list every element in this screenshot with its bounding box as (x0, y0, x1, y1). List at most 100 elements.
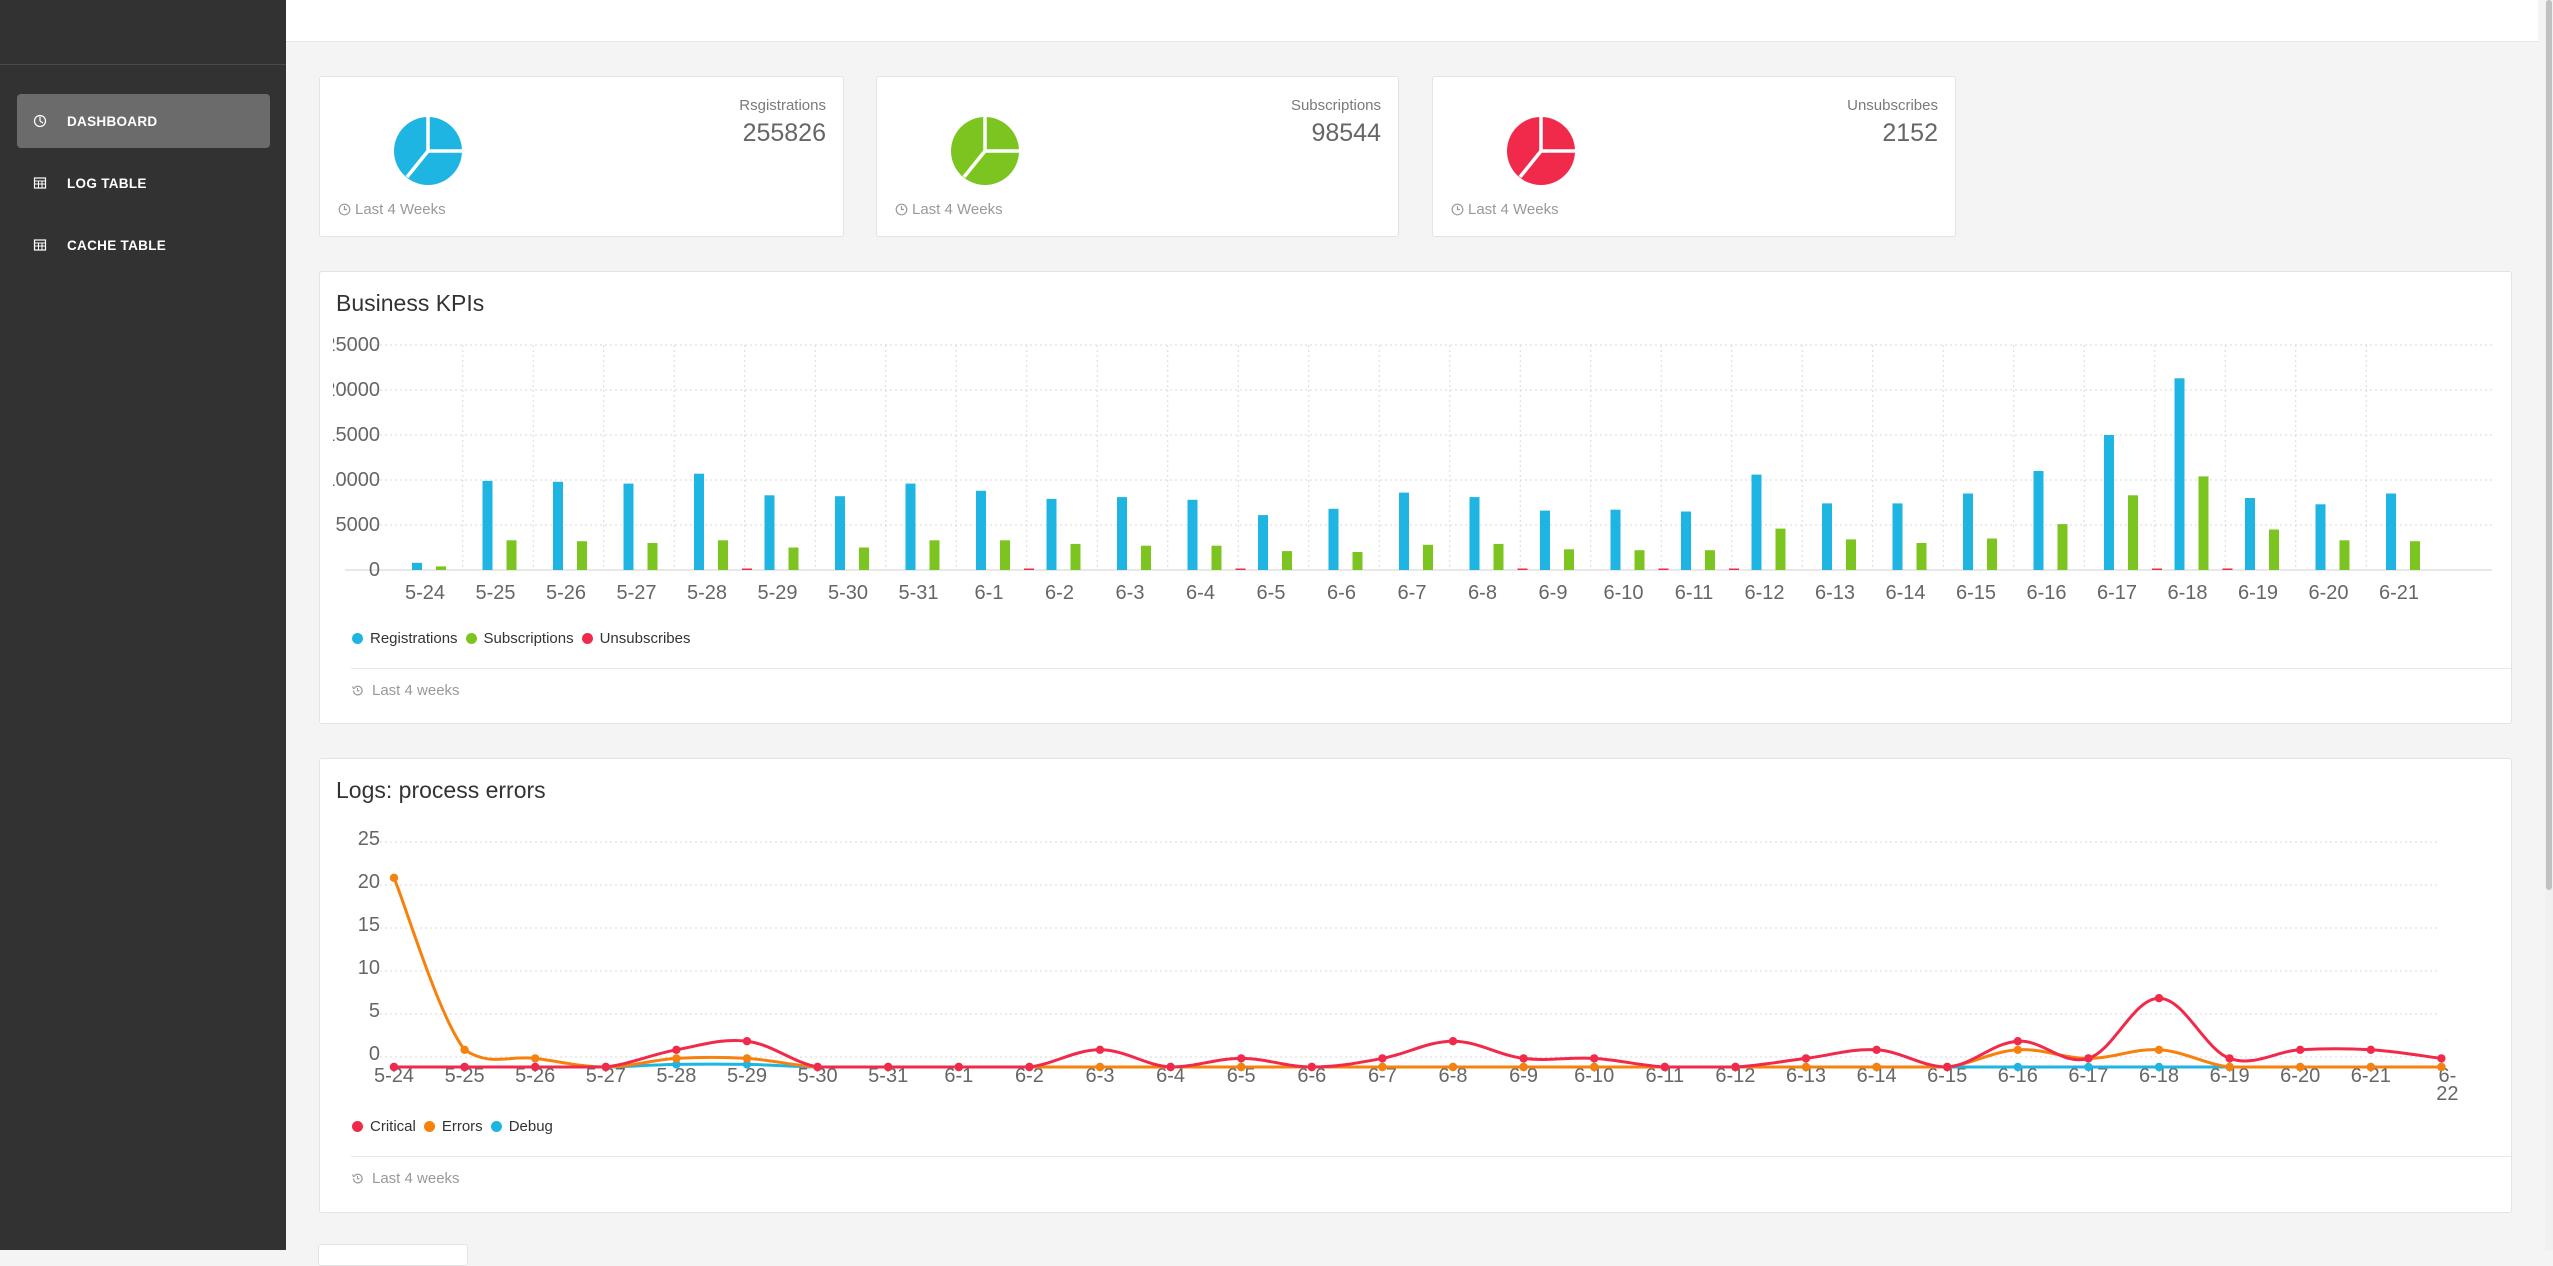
bar (2057, 524, 2068, 570)
x-tick-label: 6-20 (2280, 1065, 2320, 1087)
legend-label: Critical (370, 1118, 416, 1135)
bar (647, 543, 658, 570)
card-footer: Last 4 weeks (351, 1170, 460, 1187)
x-tick-label: 6-6 (1297, 1065, 1326, 1087)
data-point (1519, 1062, 1528, 1072)
x-tick-label: 5-25 (475, 582, 515, 604)
x-tick-label: 6-8 (1468, 582, 1497, 604)
card-divider (351, 668, 2511, 669)
x-tick-label: 5-28 (656, 1065, 696, 1087)
data-point (1801, 1062, 1811, 1072)
legend-item-unsubscribes[interactable]: Unsubscribes (581, 630, 690, 647)
data-point (2013, 1062, 2023, 1072)
data-point (2154, 1062, 2164, 1072)
y-tick-label: 25000 (324, 334, 380, 356)
scrollbar-thumb[interactable] (2546, 0, 2552, 890)
legend-label: Errors (441, 1118, 483, 1135)
x-tick-label: 6-14 (1857, 1065, 1897, 1087)
bar (412, 562, 422, 570)
bar (2222, 568, 2233, 570)
y-tick-label: 25 (358, 828, 380, 850)
bar (1517, 568, 1528, 570)
legend-dot (581, 633, 593, 644)
bar (1963, 493, 1973, 570)
stat-footer-text: Last 4 Weeks (355, 201, 446, 218)
bar (1187, 499, 1198, 570)
stat-card-subscriptions: Subscriptions 98544 Last 4 Weeks (876, 76, 1399, 237)
bar (2410, 541, 2420, 570)
legend-item-critical[interactable]: Critical (352, 1118, 416, 1135)
x-tick-label: 6-16 (1998, 1065, 2038, 1087)
x-tick-label: 5-25 (445, 1065, 485, 1087)
data-point (2296, 1062, 2305, 1072)
stat-card-registrations: Rsgistrations 255826 Last 4 Weeks (319, 76, 844, 237)
data-point (531, 1062, 540, 1072)
bar (1282, 551, 1292, 570)
data-point (2296, 1045, 2305, 1054)
sidebar-item-cache-table[interactable]: CACHE TABLE (17, 218, 270, 272)
data-point (2154, 994, 2164, 1003)
bar (2152, 568, 2162, 570)
bar (718, 540, 728, 570)
bar (2315, 504, 2326, 570)
x-tick-label: 6-7 (1368, 1065, 1397, 1087)
legend-item-debug[interactable]: Debug (490, 1118, 553, 1135)
data-point (2084, 1054, 2093, 1063)
data-point (1166, 1062, 1175, 1072)
stat-footer: Last 4 Weeks (895, 201, 1003, 218)
bar (1493, 543, 1504, 570)
series-line (392, 877, 2442, 1069)
scrollbar[interactable] (2545, 0, 2553, 1250)
sidebar-item-dashboard[interactable]: DASHBOARD (17, 94, 270, 148)
x-tick-label: 5-26 (546, 582, 586, 604)
bar (482, 480, 493, 570)
x-tick-label: 5-30 (828, 582, 868, 604)
x-tick-label: 6-11 (1646, 1065, 1685, 1087)
stat-footer: Last 4 Weeks (338, 201, 446, 218)
bar (2104, 435, 2114, 570)
chart-legend: Registrations Subscriptions Unsubscribes (352, 630, 698, 647)
bar (1000, 540, 1010, 570)
bar (905, 483, 916, 570)
dashboard-icon (32, 113, 48, 129)
bar (1235, 568, 1246, 570)
x-tick-label: 5-29 (727, 1065, 767, 1087)
x-tick-label: 6-19 (2238, 582, 2278, 604)
x-tick-label: 5-28 (687, 582, 727, 604)
data-point (742, 1037, 752, 1046)
legend-item-registrations[interactable]: Registrations (352, 630, 458, 647)
bar (742, 568, 752, 570)
y-tick-label: 5000 (336, 514, 381, 536)
data-point (460, 1045, 469, 1054)
sidebar-item-label: LOG TABLE (67, 175, 147, 191)
data-point (2225, 1062, 2234, 1072)
legend-item-subscriptions[interactable]: Subscriptions (465, 630, 574, 647)
clock-icon (1451, 203, 1464, 216)
sidebar-item-log-table[interactable]: LOG TABLE (17, 156, 270, 210)
bar (2386, 493, 2396, 570)
label-clip-mask (320, 332, 333, 582)
clock-icon (895, 203, 908, 216)
x-tick-label: 6-21 (2351, 1065, 2391, 1087)
bar (694, 473, 704, 570)
bar (788, 547, 799, 570)
x-tick-label: 5-27 (616, 582, 656, 604)
x-tick-label: 6-9 (1509, 1065, 1538, 1087)
bar (1987, 538, 1997, 570)
data-point (2013, 1037, 2023, 1046)
history-icon (351, 685, 363, 696)
data-point (1519, 1054, 1528, 1063)
sidebar-item-label: DASHBOARD (67, 113, 158, 129)
legend-item-errors[interactable]: Errors (423, 1118, 483, 1135)
stat-value: 98544 (1311, 119, 1381, 147)
bar (1211, 545, 1222, 570)
x-tick-label: 6-9 (1539, 582, 1568, 604)
data-point (601, 1062, 610, 1072)
x-tick-label: 6-16 (2026, 582, 2066, 604)
x-tick-label: 22 (2436, 1083, 2458, 1105)
next-card-partial (318, 1244, 468, 1266)
x-tick-label: 6-3 (1086, 1065, 1115, 1087)
x-tick-label: 6-13 (1815, 582, 1855, 604)
data-point (2437, 1062, 2446, 1072)
data-point (1237, 1054, 1246, 1063)
